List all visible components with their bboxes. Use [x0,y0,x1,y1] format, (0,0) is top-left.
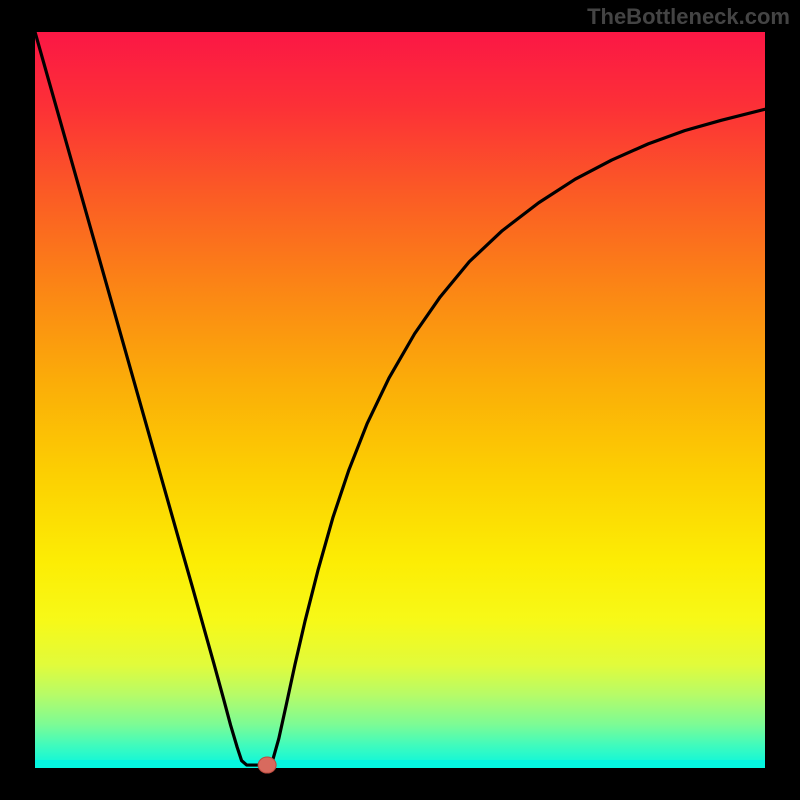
watermark-text: TheBottleneck.com [587,4,790,30]
chart-root: TheBottleneck.com [0,0,800,800]
bottom-band [35,760,765,768]
minimum-marker [258,757,276,773]
chart-svg [0,0,800,800]
